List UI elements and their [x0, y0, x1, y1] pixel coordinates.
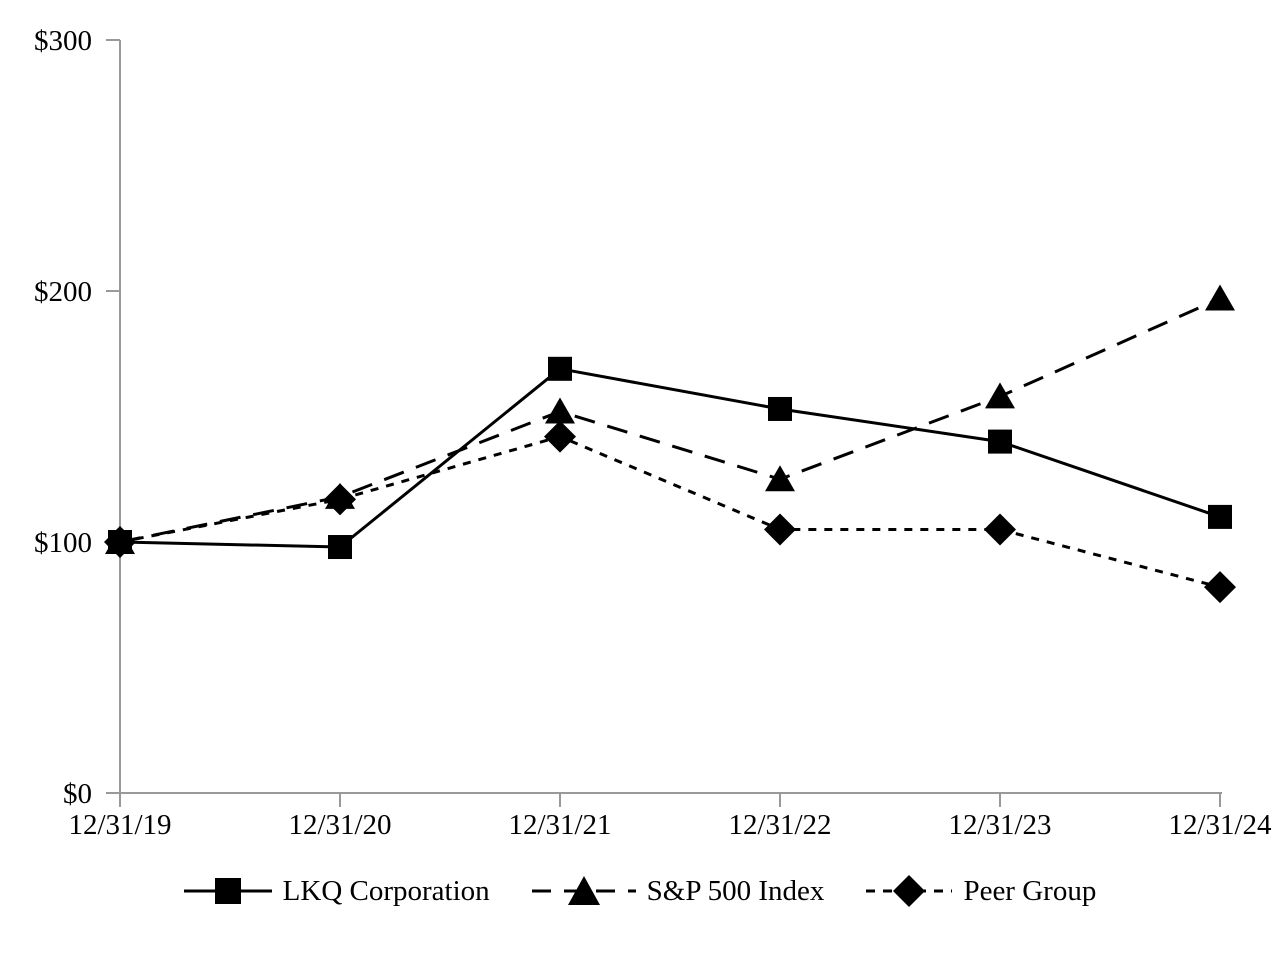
- y-axis-tick-label: $300: [34, 25, 92, 57]
- y-axis-tick-label: $100: [34, 527, 92, 559]
- series-line-s-p-500-index: [119, 297, 1221, 544]
- x-axis-tick-label: 12/31/19: [68, 809, 171, 841]
- chart-legend: LKQ Corporation S&P 500 Index Peer Group: [0, 874, 1280, 908]
- data-point-triangle-s-p-500-index: [545, 397, 575, 424]
- x-axis-tick-label: 12/31/24: [1168, 809, 1272, 841]
- y-axis-tick-label: $200: [34, 276, 92, 308]
- x-axis-tick-label: 12/31/20: [288, 809, 391, 841]
- square-marker-icon: [183, 878, 272, 904]
- y-axis-tick-label: $0: [63, 778, 92, 810]
- data-point-diamond-peer-group: [324, 483, 356, 516]
- diamond-marker-icon: [866, 875, 953, 907]
- data-point-square-lkq-corporation: [1208, 504, 1232, 529]
- x-axis-tick-label: 12/31/23: [948, 809, 1051, 841]
- triangle-marker-icon: [531, 876, 636, 905]
- x-axis-tick-label: 12/31/21: [508, 809, 611, 841]
- data-point-diamond-peer-group: [104, 526, 136, 558]
- legend-label-sp500-index: S&P 500 Index: [646, 874, 825, 907]
- data-point-triangle-s-p-500-index: [765, 465, 795, 492]
- legend-label-lkq-corporation: LKQ Corporation: [282, 874, 490, 907]
- data-point-diamond-peer-group: [544, 420, 576, 453]
- legend-item-lkq-corporation: LKQ Corporation: [183, 874, 490, 908]
- data-point-triangle-s-p-500-index: [985, 382, 1015, 409]
- data-point-diamond-peer-group: [764, 513, 796, 546]
- data-point-diamond-peer-group: [1204, 571, 1236, 604]
- data-point-square-lkq-corporation: [548, 356, 572, 381]
- series-line-lkq-corporation: [119, 367, 1221, 549]
- x-axis-tick-label: 12/31/22: [728, 809, 831, 841]
- data-point-diamond-peer-group: [984, 513, 1016, 546]
- data-point-square-lkq-corporation: [768, 396, 792, 421]
- legend-item-peer-group: Peer Group: [866, 874, 1096, 908]
- data-point-square-lkq-corporation: [988, 429, 1012, 454]
- legend-item-sp500-index: S&P 500 Index: [531, 874, 825, 908]
- legend-label-peer-group: Peer Group: [963, 874, 1097, 907]
- data-point-triangle-s-p-500-index: [1205, 284, 1235, 311]
- series-line-peer-group: [119, 434, 1221, 589]
- data-point-square-lkq-corporation: [328, 535, 352, 560]
